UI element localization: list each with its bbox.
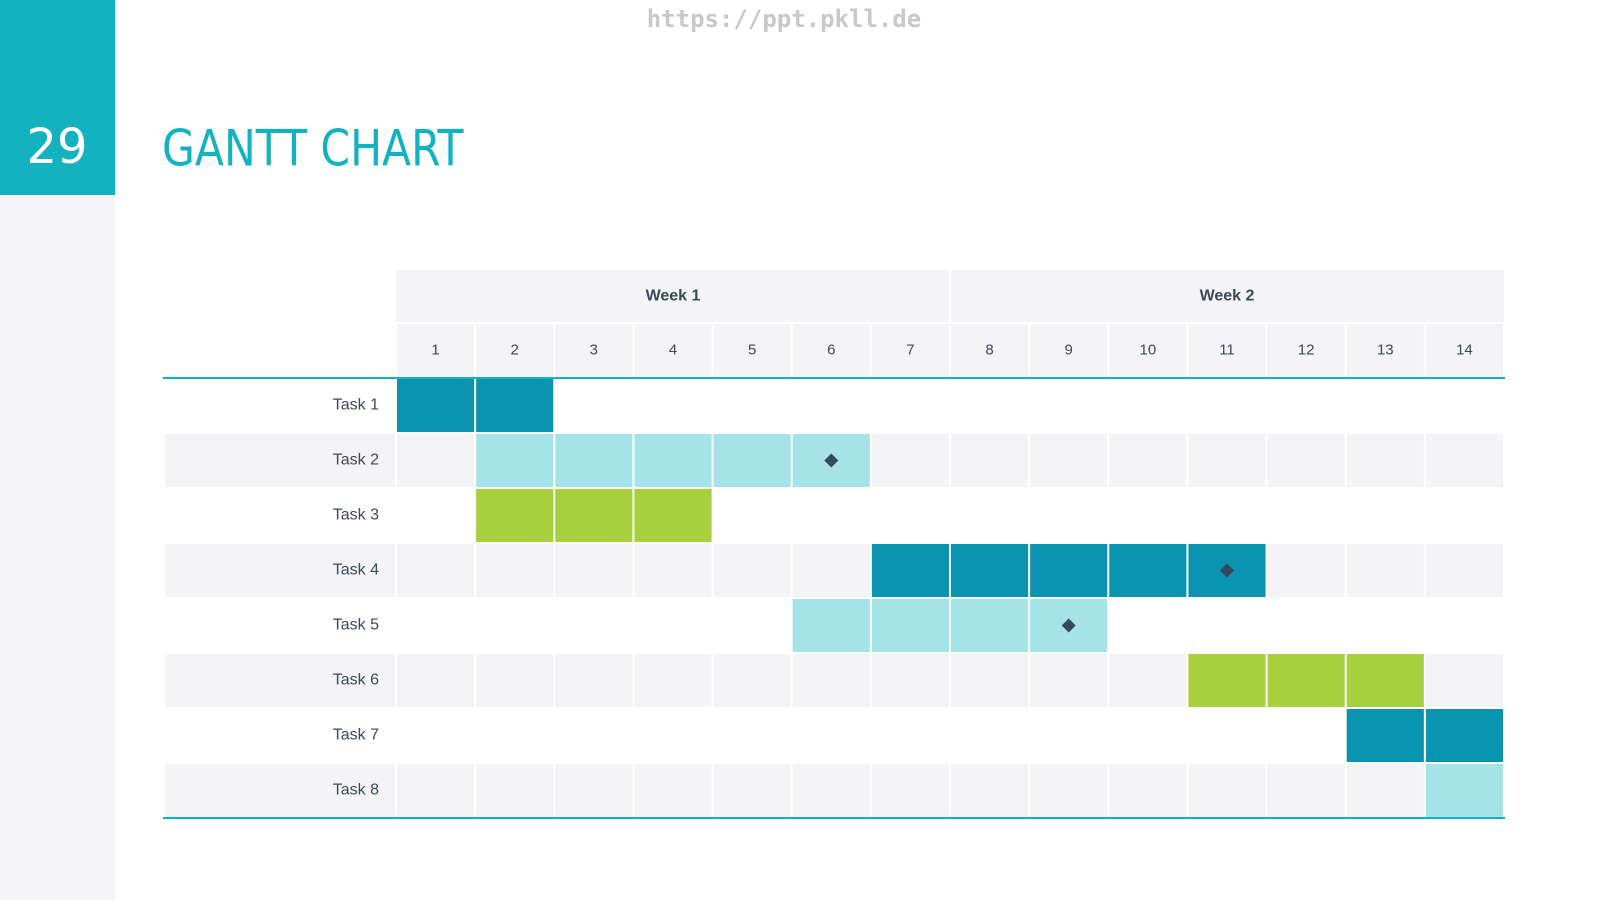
slide-number: 29 bbox=[26, 119, 87, 175]
row-stripe bbox=[165, 763, 1504, 818]
day-label: 7 bbox=[906, 341, 914, 358]
day-label: 9 bbox=[1065, 341, 1073, 358]
day-label: 14 bbox=[1456, 341, 1473, 358]
day-label: 5 bbox=[748, 341, 756, 358]
task-bar bbox=[870, 544, 1267, 597]
day-label: 1 bbox=[431, 341, 439, 358]
task-label: Task 8 bbox=[333, 782, 379, 799]
task-label: Task 3 bbox=[333, 507, 379, 524]
task-label: Task 1 bbox=[333, 397, 379, 414]
task-label: Task 6 bbox=[333, 672, 379, 689]
day-label: 10 bbox=[1140, 341, 1157, 358]
day-label: 12 bbox=[1298, 341, 1315, 358]
task-label: Task 4 bbox=[333, 562, 379, 579]
week-label: Week 2 bbox=[1200, 288, 1255, 305]
number-box bbox=[0, 0, 115, 195]
task-label: Task 5 bbox=[333, 617, 379, 634]
chart-title: GANTT CHART bbox=[162, 119, 464, 177]
day-label: 4 bbox=[669, 341, 677, 358]
milestone bbox=[1220, 563, 1234, 578]
milestone bbox=[1061, 618, 1076, 633]
day-label: 13 bbox=[1377, 341, 1394, 358]
day-label: 2 bbox=[511, 341, 519, 358]
task-label: Task 7 bbox=[333, 727, 379, 744]
task-bar bbox=[475, 489, 713, 542]
day-label: 6 bbox=[827, 341, 835, 358]
week-label: Week 1 bbox=[646, 288, 701, 305]
day-label: 11 bbox=[1219, 341, 1235, 358]
milestone bbox=[824, 453, 839, 468]
day-label: 8 bbox=[985, 341, 993, 358]
day-label: 3 bbox=[590, 341, 598, 358]
watermark: https://ppt.pkll.de bbox=[647, 5, 922, 33]
task-bar bbox=[475, 434, 871, 487]
task-bar bbox=[1424, 764, 1504, 817]
task-label: Task 2 bbox=[333, 452, 379, 469]
row-stripe bbox=[165, 543, 1504, 598]
task-bar bbox=[1187, 654, 1425, 707]
